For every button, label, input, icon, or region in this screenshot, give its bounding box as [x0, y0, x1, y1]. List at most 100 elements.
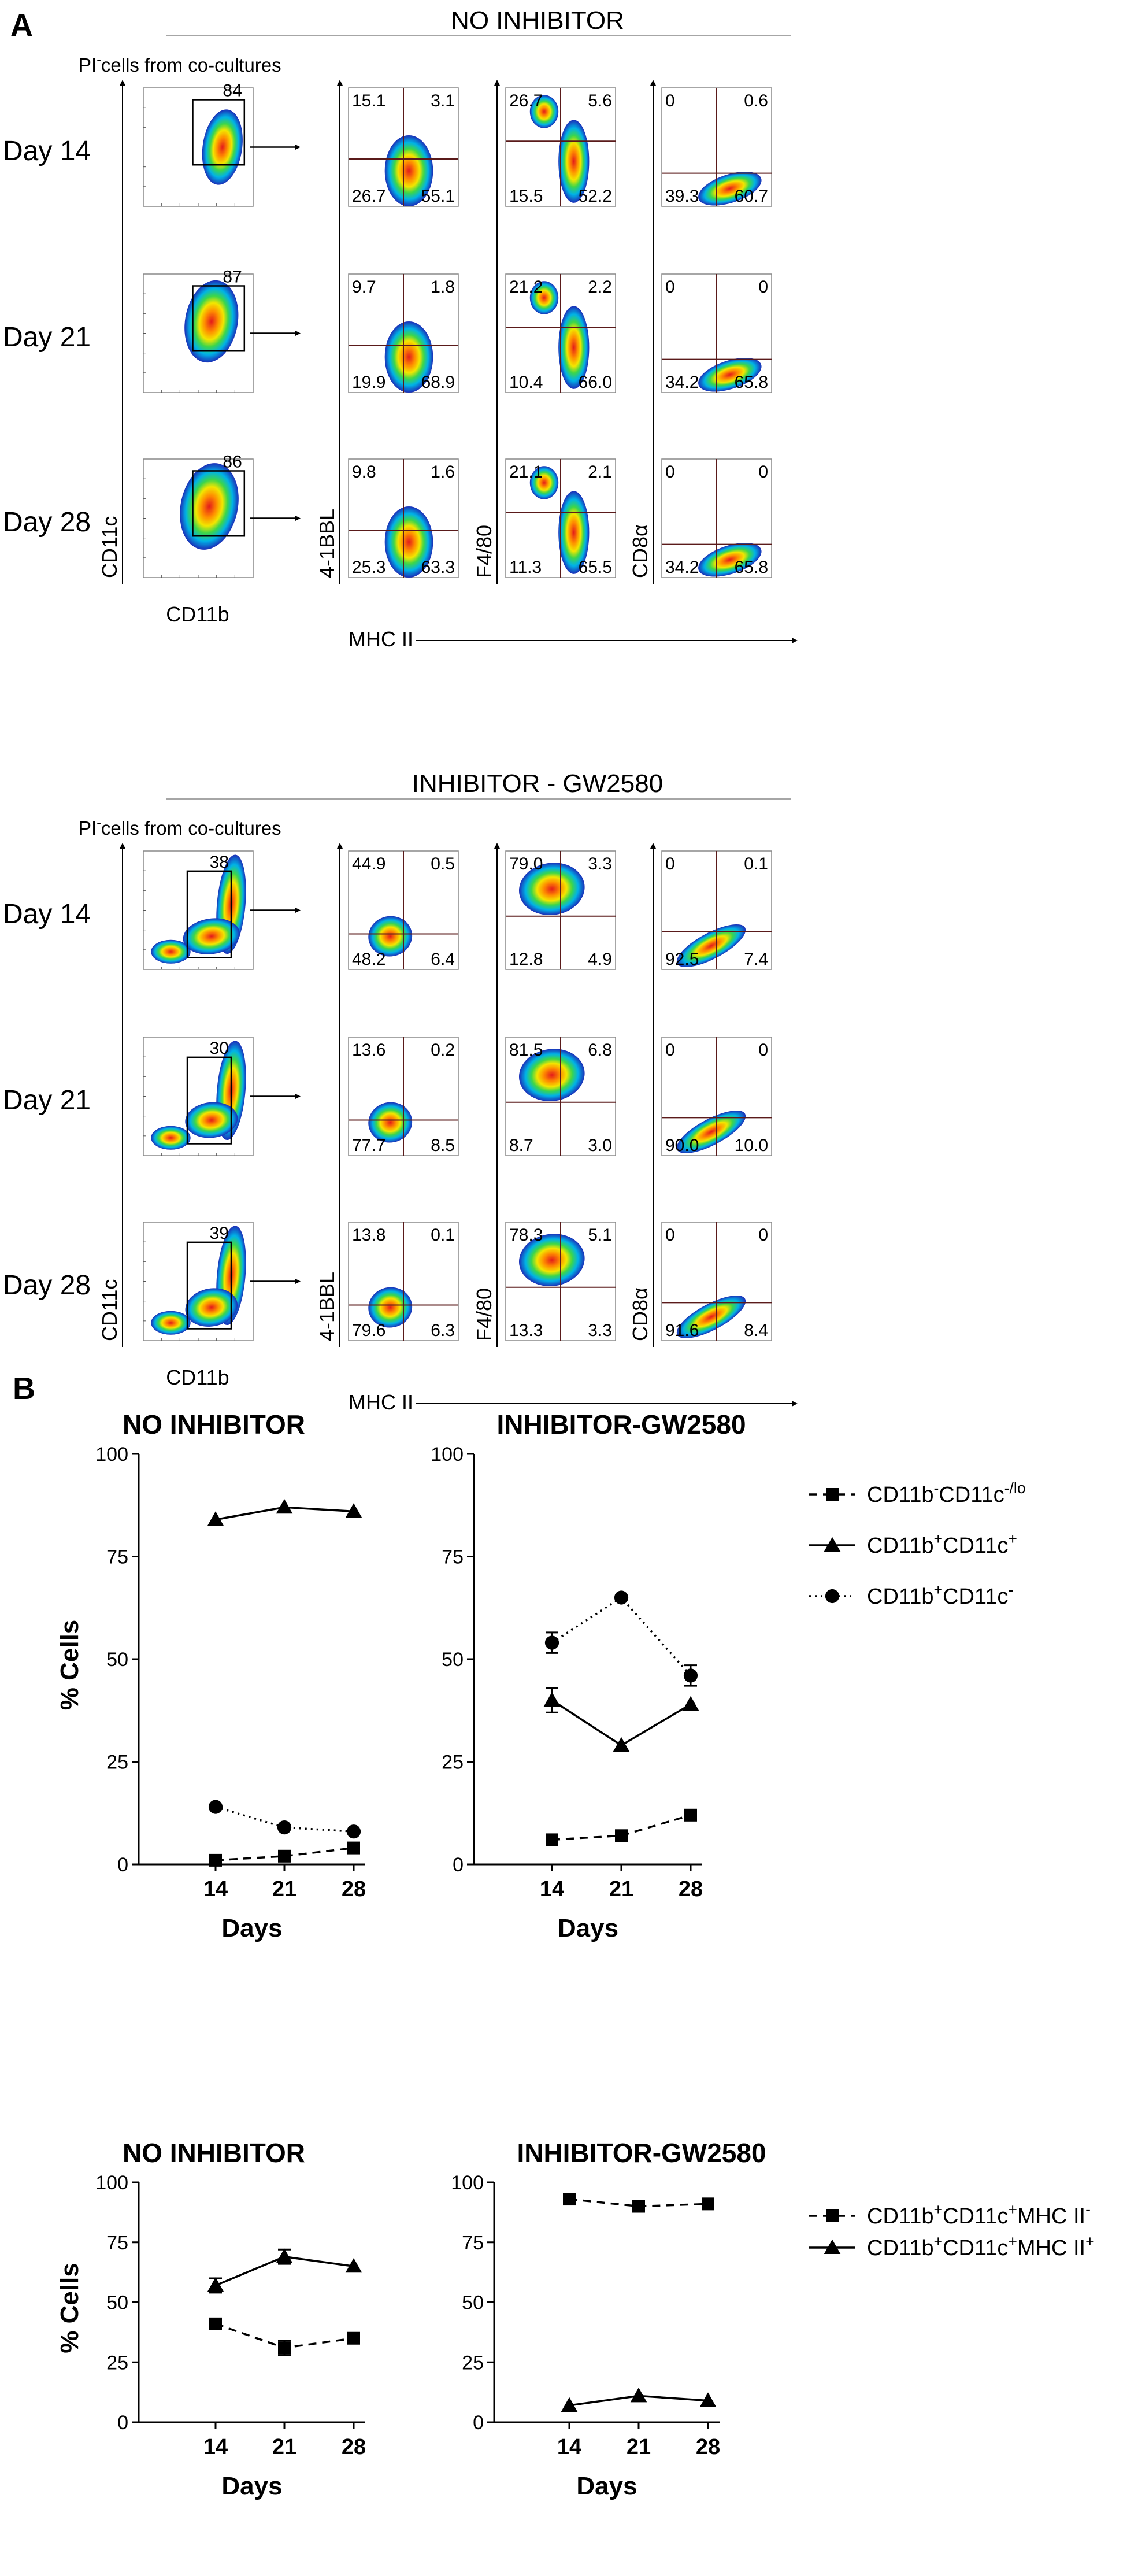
data-point — [277, 1820, 292, 1835]
series-2 — [208, 1800, 361, 1839]
flow-row-1: Day 21 87 9.7 1.8 19.9 68.9 21.2 2.2 10.4 66.0 0 0 3… — [3, 268, 772, 393]
legend-item-0: CD11b-CD11c-/lo — [809, 1479, 1026, 1507]
quadrant-ll: 8.7 — [509, 1136, 533, 1155]
flow-row-0: Day 14 38 44.9 0.5 48.2 6.4 79.0 3.3 12.8 4.9 0 0.1… — [3, 850, 772, 970]
quadrant-ll: 48.2 — [352, 950, 385, 969]
data-point — [613, 1737, 630, 1752]
legend-base: CD11b — [867, 1483, 933, 1507]
quadrant-ul: 0 — [665, 854, 675, 874]
quadrant-ul: 0 — [665, 91, 675, 110]
x-tick-label: 28 — [342, 1877, 366, 1901]
quadrant-ll: 19.9 — [352, 373, 385, 392]
quadrant-ul: 0 — [665, 277, 675, 297]
density-blob — [183, 918, 240, 954]
legend-marker — [826, 1488, 839, 1501]
data-point — [546, 1833, 558, 1846]
quadrant-lr: 68.9 — [421, 373, 455, 392]
series-1 — [561, 2388, 717, 2412]
series-line — [215, 1846, 354, 1861]
quadrant-ur: 0.5 — [431, 854, 455, 874]
y-tick-label: 100 — [431, 1444, 464, 1465]
quadrant-plot-0: 44.9 0.5 48.2 6.4 — [348, 850, 459, 970]
quadrant-ll: 10.4 — [509, 373, 543, 392]
quadrant-ul: 81.5 — [509, 1041, 543, 1060]
x-tick-label: 21 — [627, 2435, 651, 2459]
dotplot-cd11c-cd11b: 38 — [143, 850, 301, 970]
y-axis-label: % Cells — [55, 2263, 84, 2353]
quadrant-ll: 34.2 — [665, 373, 699, 392]
subtitle-rest: cells from co-cultures — [101, 54, 281, 76]
data-point — [276, 2248, 293, 2263]
legend-marker — [825, 1589, 840, 1604]
quadrant-lr: 66.0 — [579, 373, 612, 392]
dotplot-cd11c-cd11b: 84 — [143, 82, 301, 207]
quadrant-ul: 21.1 — [509, 462, 543, 482]
gate-box — [186, 1056, 232, 1145]
quadrant-ll: 91.6 — [665, 1321, 699, 1340]
x-axis-label: Days — [221, 2472, 282, 2500]
axis-label-mhc: MHC II — [349, 1390, 413, 1414]
y-tick-label: 75 — [442, 1546, 464, 1568]
line-chart-1: INHIBITOR-GW2580 0 25 50 75 100 14 21 28 Days — [431, 1409, 746, 1942]
quadrant-ur: 5.6 — [588, 91, 612, 110]
axis-label-cd11c: CD11c — [98, 516, 121, 578]
data-point — [207, 2277, 224, 2292]
y-tick-label: 0 — [453, 1854, 464, 1876]
series-2 — [544, 1590, 698, 1687]
legend-base: CD11b — [867, 1585, 933, 1609]
legend-sup2: + — [1008, 2201, 1017, 2218]
legend-sup1: + — [933, 1530, 943, 1548]
y-tick-label: 75 — [106, 1546, 128, 1568]
flow-row-1: Day 21 30 13.6 0.2 77.7 8.5 81.5 6.8 8.7 3.0 0 0 90.… — [3, 1037, 772, 1156]
quadrant-ul: 15.1 — [352, 91, 385, 110]
gate-box — [192, 285, 246, 352]
series-0 — [563, 2193, 714, 2213]
density-blob — [368, 1287, 413, 1328]
series-line — [551, 1596, 692, 1676]
quadrant-lr: 65.5 — [579, 558, 612, 577]
day-label: Day 28 — [3, 507, 91, 538]
data-point — [615, 1829, 628, 1842]
y-tick-label: 50 — [106, 2292, 128, 2314]
gate-value: 87 — [223, 268, 242, 287]
y-tick-label: 0 — [117, 1854, 128, 1876]
density-blob — [698, 357, 762, 392]
legend-sup2: + — [1008, 1530, 1017, 1548]
section-title: INHIBITOR - GW2580 — [412, 769, 663, 798]
legend-label: CD11b+CD11c+ — [867, 1530, 1017, 1558]
quadrant-ll: 77.7 — [352, 1136, 385, 1155]
x-tick-label: 21 — [609, 1877, 633, 1901]
data-point — [347, 2331, 360, 2345]
section-title: NO INHIBITOR — [451, 6, 624, 35]
y-tick-label: 100 — [451, 2172, 484, 2194]
section-subtitle: PI-cells from co-cultures — [79, 52, 281, 76]
density-blob — [558, 491, 590, 574]
data-point — [630, 2388, 647, 2403]
quadrant-lr: 8.5 — [431, 1136, 455, 1155]
quadrant-ul: 0 — [665, 462, 675, 482]
quadrant-ll: 12.8 — [509, 950, 543, 969]
data-point — [699, 2392, 717, 2407]
legend-sup1: - — [933, 1479, 939, 1497]
legend-mid: CD11c — [943, 1534, 1008, 1558]
y-tick-label: 25 — [462, 2352, 484, 2374]
data-point — [346, 1824, 361, 1839]
axis-label-cd8a: CD8α — [628, 1287, 652, 1341]
legend-item-2: CD11b+CD11c- — [809, 1581, 1013, 1609]
legend-legend_bottom: CD11b+CD11c+MHC II-CD11b+CD11c+MHC II+ — [809, 2201, 1095, 2260]
subtitle-sup: - — [97, 52, 101, 67]
density-blob — [368, 916, 413, 957]
dotplot-cd11c-cd11b: 86 — [143, 453, 301, 578]
series-0 — [209, 1841, 360, 1867]
day-label: Day 21 — [3, 1085, 91, 1116]
data-point — [682, 1696, 699, 1711]
day-label: Day 28 — [3, 1270, 91, 1301]
x-tick-label: 14 — [540, 1877, 564, 1901]
chart-title: NO INHIBITOR — [123, 1409, 305, 1439]
y-tick-label: 75 — [462, 2232, 484, 2254]
legend-marker — [824, 2239, 841, 2254]
legend-sup1: + — [933, 2201, 943, 2218]
flow-section-0: NO INHIBITOR PI-cells from co-cultures CD1… — [3, 6, 798, 651]
